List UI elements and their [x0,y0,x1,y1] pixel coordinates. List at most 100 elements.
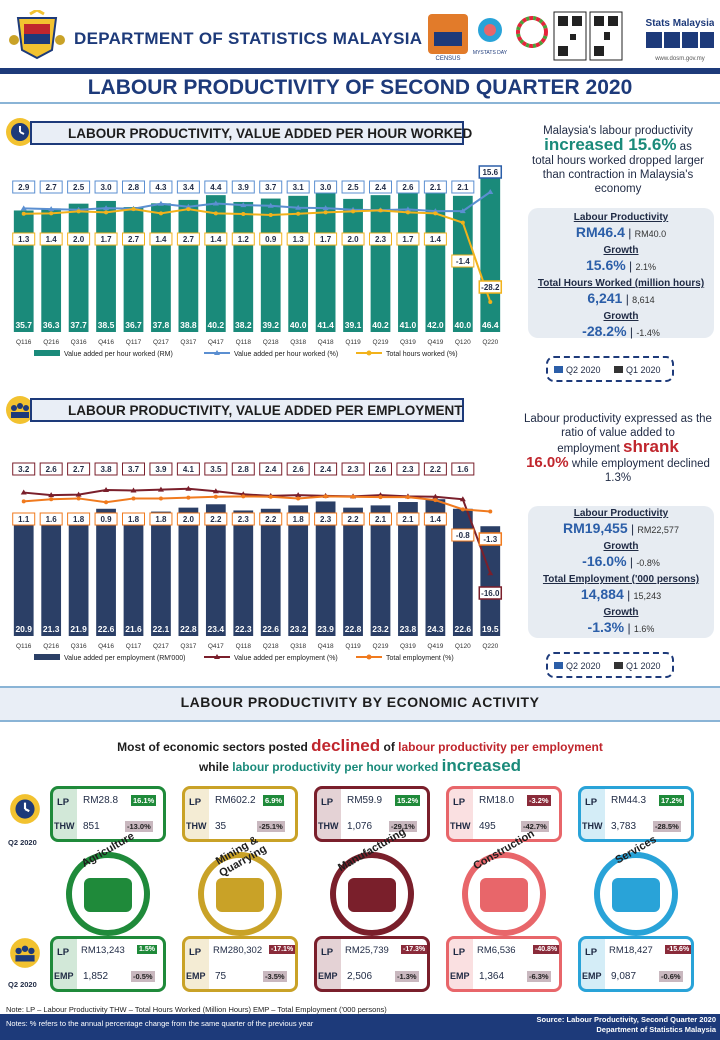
source-line1: Source: Labour Productivity, Second Quar… [536,1015,717,1024]
line-point [241,494,246,499]
sub1-c: of [383,740,395,754]
line1-label-box [204,462,228,476]
kpi-separator: | [622,292,633,306]
line1-label-box [314,180,338,194]
line1-label-box [231,462,255,476]
bar [370,505,391,636]
line2-value-label: 0.9 [265,235,277,244]
kpi-label: Growth [603,607,639,618]
line2-value-label: 2.3 [238,515,250,524]
line1-value-label: 4.4 [210,183,222,192]
bar-value-label: 41.0 [400,320,417,330]
line2-value-label: 1.1 [18,515,30,524]
partner-logos: CENSUS MYSTATS DAY Stats Malaysia www.do… [428,11,714,62]
sector-emblem: Agriculture [66,830,150,936]
line-point [75,491,82,497]
kpi-separator: | [624,226,635,240]
line-point [20,489,27,495]
bar-value-label: 20.9 [15,624,32,634]
kpi-row: 6,241 | 8,614 [528,290,714,308]
clock-gear-icon [10,794,40,824]
bar-value-label: 21.9 [70,624,87,634]
legend-label: Value added per hour worked (RM) [64,351,173,358]
thw-value: 3,783 [611,821,637,832]
line1-value-label: 3.7 [265,183,277,192]
x-tick-label: Q119 [345,643,361,650]
source-line2: Department of Statistics Malaysia [596,1025,716,1034]
line2-value-label: 2.1 [402,515,414,524]
x-tick-label: Q318 [290,339,306,346]
x-tick-label: Q219 [373,339,389,346]
line-point [267,202,274,208]
q-label-top: Q2 2020 [8,838,37,847]
x-tick-label: Q416 [98,643,114,650]
x-tick-label: Q419 [427,339,443,346]
lp-col [185,939,209,989]
social-media-icons [646,32,714,48]
line2-label-box [423,512,447,526]
line-point [103,205,110,211]
bar-value-label: 42.0 [427,320,444,330]
summary2-employment: employment [557,443,620,455]
thw-label: THW [54,821,75,831]
bar [205,504,226,636]
line2-label-box [67,512,91,526]
line1-value-label: 3.5 [210,465,222,474]
bar [288,505,309,636]
line2-value-label: 2.3 [320,515,332,524]
summary1-as: as [679,141,692,153]
line-point [130,487,137,493]
legend-label: Value added per employment (%) [234,655,338,662]
series-line [23,495,491,513]
lp-emp-value: RM25,739 [345,945,389,956]
line1-value-label: 2.4 [265,465,277,474]
line1-label-box [259,180,283,194]
section2-summary: Labour productivity expressed as the rat… [520,412,716,485]
legend-swatch-q2 [554,662,563,669]
malaysia-crest-icon [9,10,65,60]
lp-col [317,939,341,989]
lp-label: LP [453,797,466,808]
line-point [158,211,163,216]
x-tick-label: Q318 [290,643,306,650]
title-bar [0,74,720,104]
kpi-q1-value: -1.4% [636,328,660,338]
lp-col [581,789,605,839]
kpi-q1-value: 8,614 [632,295,655,305]
line1-label-box [67,462,91,476]
line-point [487,570,494,576]
line1-label-box [122,462,145,476]
line-point [378,208,383,213]
bar-value-label: 21.3 [43,624,60,634]
x-tick-label: Q319 [400,643,416,650]
line1-value-label: 2.5 [347,183,359,192]
line1-value-label: 2.3 [402,465,414,474]
line-point [48,492,55,498]
emp-label: EMP [318,971,338,981]
emp-label: EMP [186,971,206,981]
sector-card-hour: LP THW RM59.9 15.2% 1,076 -29.1% [314,786,430,842]
bar-value-label: 40.2 [208,320,225,330]
bar-value-label: 23.4 [208,624,225,634]
sdg-wheel-icon [516,16,548,48]
line1-value-label: 3.9 [238,183,250,192]
line2-value-label: 2.0 [183,515,195,524]
line-point [48,206,55,212]
line1-value-label: 4.3 [155,183,167,192]
x-tick-label: Q316 [71,339,87,346]
lp-label: LP [57,947,70,958]
line2-label-box [94,512,118,526]
workers-gear-icon [10,938,40,968]
bar [13,518,34,636]
lp-emp-value: RM6,536 [477,945,516,956]
line1-value-label: 2.3 [347,465,359,474]
lp-hour-value: RM602.2 [215,795,256,806]
line2-value-label: 1.4 [155,235,167,244]
line1-value-label: 2.4 [320,465,332,474]
line1-value-label: 2.1 [457,183,469,192]
line-point [351,494,356,499]
emp-growth-badge: -1.3% [395,971,419,982]
chart-hour-worked: 35.7 Q116 36.3 Q216 37.7 Q316 38.5 Q416 36.7 Q117… [12,165,503,358]
line1-label-box [423,462,447,476]
